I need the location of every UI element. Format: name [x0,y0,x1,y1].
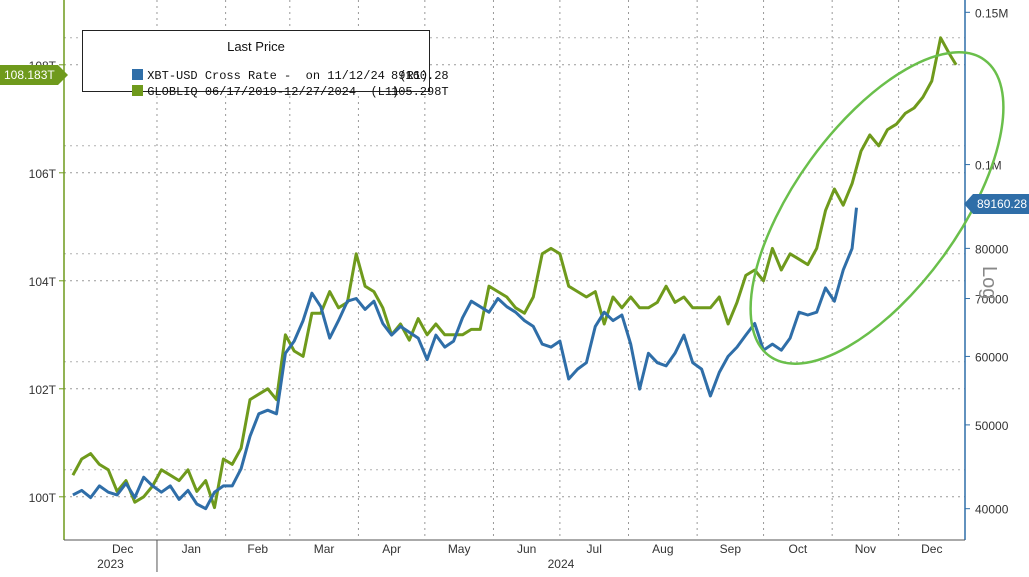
x-tick-label-month: Dec [921,542,942,556]
x-tick-label-year: 2024 [548,557,575,571]
x-tick-label-month: Feb [247,542,268,556]
right-tick-label: 80000 [975,242,1009,256]
x-tick-label-month: Mar [314,542,335,556]
left-current-value-badge: 108.183T [0,65,68,85]
left-tick-label: 102T [29,383,57,397]
x-tick-label-year: 2023 [97,557,124,571]
x-tick-label-month: Aug [652,542,673,556]
series-line-globliq [71,36,958,510]
right-tick-label: 40000 [975,503,1009,517]
x-tick-label-month: Apr [382,542,401,556]
legend-title: Last Price [227,39,285,54]
right-tick-label: 50000 [975,419,1009,433]
right-current-value-badge: 89160.28 [964,194,1029,214]
left-tick-label: 104T [29,275,57,289]
x-tick-label-month: Oct [789,542,808,556]
legend-label-globliq: GLOBLIQ 06/17/2019-12/27/2024 (L1) [147,85,400,99]
right-tick-label: 0.15M [975,6,1008,20]
x-tick-label-month: Dec [112,542,133,556]
legend-entry-globliq: GLOBLIQ 06/17/2019-12/27/2024 (L1) 105.29… [89,71,449,113]
legend-swatch-xbt [132,69,144,80]
x-tick-label-month: Sep [720,542,742,556]
annotation-ellipse [749,51,1005,365]
right-tick-label: 60000 [975,350,1009,364]
legend-swatch-globliq [132,85,144,96]
x-tick-label-month: May [448,542,471,556]
legend-value-xbt: 89160.28 [391,69,449,83]
x-tick-label-month: Jan [182,542,201,556]
log-scale-label: Log [978,266,1000,300]
left-tick-label: 100T [29,491,57,505]
legend-label-xbt: XBT-USD Cross Rate - on 11/12/24 (R1) [147,69,429,83]
series-line-xbt [72,207,858,511]
legend-entry-xbt: XBT-USD Cross Rate - on 11/12/24 (R1) 891… [89,55,449,97]
x-tick-label-month: Jun [517,542,536,556]
x-tick-label-month: Jul [587,542,602,556]
right-tick-label: 70000 [975,293,1009,307]
x-tick-label-month: Nov [855,542,876,556]
right-tick-label: 0.1M [975,159,1002,173]
left-tick-label: 106T [29,167,57,181]
legend-box: Last Price XBT-USD Cross Rate - on 11/12… [82,30,449,99]
legend-value-globliq: 105.298T [391,85,449,99]
